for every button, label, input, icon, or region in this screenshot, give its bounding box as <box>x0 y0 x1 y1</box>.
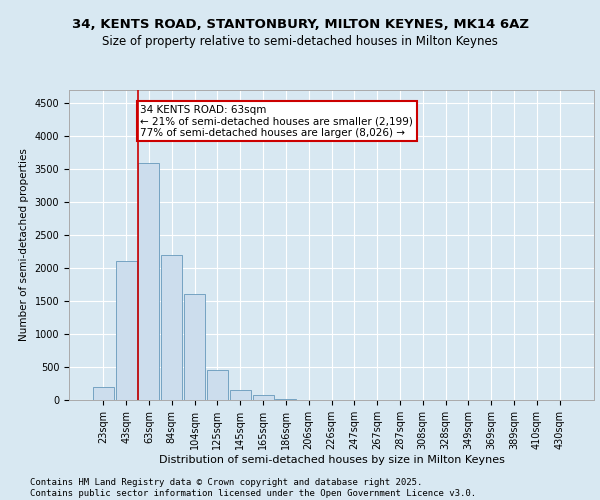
Bar <box>184 294 205 400</box>
Bar <box>93 387 114 400</box>
Bar <box>116 262 137 400</box>
Bar <box>139 162 160 400</box>
Bar <box>161 255 182 400</box>
Bar <box>275 398 296 400</box>
Text: Contains HM Land Registry data © Crown copyright and database right 2025.
Contai: Contains HM Land Registry data © Crown c… <box>30 478 476 498</box>
Bar <box>207 370 228 400</box>
Text: 34, KENTS ROAD, STANTONBURY, MILTON KEYNES, MK14 6AZ: 34, KENTS ROAD, STANTONBURY, MILTON KEYN… <box>71 18 529 30</box>
Text: Size of property relative to semi-detached houses in Milton Keynes: Size of property relative to semi-detach… <box>102 35 498 48</box>
X-axis label: Distribution of semi-detached houses by size in Milton Keynes: Distribution of semi-detached houses by … <box>158 454 505 464</box>
Y-axis label: Number of semi-detached properties: Number of semi-detached properties <box>19 148 29 342</box>
Bar <box>253 394 274 400</box>
Bar <box>230 390 251 400</box>
Text: 34 KENTS ROAD: 63sqm
← 21% of semi-detached houses are smaller (2,199)
77% of se: 34 KENTS ROAD: 63sqm ← 21% of semi-detac… <box>140 104 413 138</box>
